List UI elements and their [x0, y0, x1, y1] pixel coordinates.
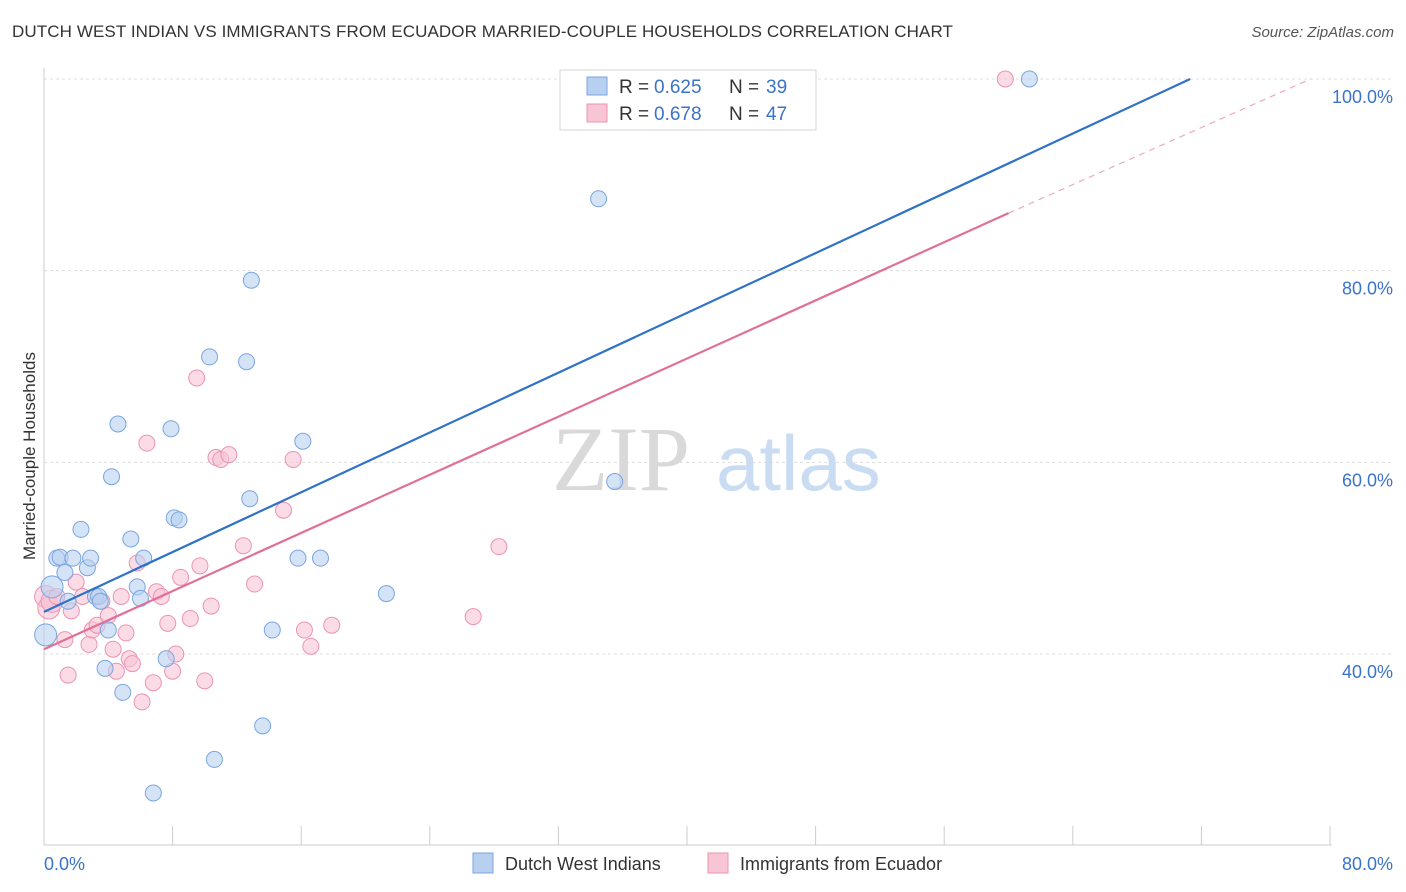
- bottom-legend-swatch-ecuador: [707, 852, 729, 874]
- grid-lines: [44, 78, 1392, 655]
- ecuador-point: [123, 655, 141, 673]
- dutch-point: [263, 621, 281, 639]
- ecuador-point: [196, 672, 214, 690]
- dutch-point: [238, 353, 256, 371]
- ecuador-point: [996, 70, 1014, 88]
- ecuador-point: [323, 616, 341, 634]
- y-tick-label: 100.0%: [1332, 87, 1393, 107]
- legend-n-value-dutch: 39: [766, 77, 787, 98]
- legend-swatch-dutch: [586, 76, 608, 96]
- legend-r-label-dutch: R =: [619, 77, 649, 98]
- dutch-point: [311, 549, 329, 567]
- dutch-point: [1020, 70, 1038, 88]
- ecuador-point: [295, 621, 313, 639]
- trend-lines: [43, 78, 1311, 651]
- bottom-legend-label-dutch: Dutch West Indians: [505, 854, 661, 874]
- dutch-point: [91, 592, 109, 610]
- ecuador-point: [302, 637, 320, 655]
- dutch-point: [201, 348, 219, 366]
- legend-r-value-ecuador: 0.678: [654, 104, 702, 125]
- series-ecuador-points: [34, 70, 1014, 711]
- ecuador-point: [67, 573, 85, 591]
- series-legend: Dutch West Indians Immigrants from Ecuad…: [472, 852, 942, 874]
- ecuador-point: [490, 538, 508, 556]
- ecuador-point: [159, 614, 177, 632]
- dutch-point: [103, 468, 121, 486]
- dutch-point: [162, 420, 180, 438]
- ecuador-point: [117, 624, 135, 642]
- dutch-point: [82, 549, 100, 567]
- dutch-point: [34, 623, 58, 647]
- watermark-zip: ZIP: [552, 408, 690, 510]
- x-tick-label-max: 80.0%: [1342, 854, 1393, 874]
- ecuador-point: [234, 537, 252, 555]
- ecuador-point: [144, 674, 162, 692]
- dutch-point: [590, 190, 608, 208]
- dutch-point: [377, 585, 395, 603]
- dutch-point: [254, 717, 272, 735]
- ecuador-point: [246, 575, 264, 593]
- series-dutch-points: [34, 70, 1038, 802]
- y-axis-title: Married-couple Households: [20, 352, 39, 560]
- ecuador-point: [112, 588, 130, 605]
- ecuador-point: [172, 568, 190, 586]
- ecuador-point: [104, 640, 122, 658]
- dutch-point: [205, 750, 223, 768]
- ecuador-point: [80, 635, 98, 653]
- dutch-point: [72, 520, 90, 538]
- x-axis-ticks: [172, 826, 1331, 845]
- source-credit: Source: ZipAtlas.com: [1251, 24, 1394, 41]
- legend-swatch-ecuador: [586, 103, 608, 123]
- legend-r-value-dutch: 0.625: [654, 77, 702, 98]
- dutch-point: [294, 432, 312, 450]
- dutch-point: [99, 621, 117, 639]
- y-tick-label: 40.0%: [1342, 662, 1393, 682]
- dutch-point: [109, 415, 127, 433]
- dutch-point: [40, 575, 64, 599]
- y-axis-labels: 40.0% 60.0% 80.0% 100.0%: [1332, 87, 1393, 682]
- legend-n-value-ecuador: 47: [766, 104, 787, 125]
- dutch-point: [114, 683, 132, 701]
- dutch-point: [157, 650, 175, 668]
- bottom-legend-label-ecuador: Immigrants from Ecuador: [740, 854, 942, 874]
- chart-title: DUTCH WEST INDIAN VS IMMIGRANTS FROM ECU…: [12, 22, 954, 41]
- ecuador-point: [220, 446, 238, 464]
- stats-legend: R = 0.625 N = 39 R = 0.678 N = 47: [559, 69, 817, 131]
- trend-line-dutch: [43, 78, 1191, 613]
- y-tick-label: 60.0%: [1342, 470, 1393, 490]
- y-tick-label: 80.0%: [1342, 279, 1393, 299]
- dutch-point: [289, 549, 307, 567]
- dutch-point: [242, 271, 260, 289]
- x-tick-label-min: 0.0%: [44, 854, 85, 874]
- dutch-point: [96, 659, 114, 677]
- dutch-point: [241, 490, 259, 508]
- dutch-point: [144, 784, 162, 802]
- ecuador-point: [191, 557, 209, 575]
- legend-r-label-ecuador: R =: [619, 104, 649, 125]
- trend-line-ecuador: [43, 212, 1009, 651]
- ecuador-point: [464, 608, 482, 626]
- ecuador-point: [59, 666, 77, 684]
- dutch-point: [56, 564, 74, 582]
- ecuador-point: [188, 369, 206, 387]
- dutch-point: [122, 530, 140, 548]
- legend-n-label-dutch: N =: [729, 77, 759, 98]
- ecuador-point: [202, 597, 220, 615]
- dutch-point: [606, 473, 624, 490]
- ecuador-point: [138, 434, 156, 452]
- ecuador-point: [284, 450, 302, 468]
- trend-line-ecuador-extension: [1008, 78, 1311, 214]
- ecuador-point: [133, 693, 151, 711]
- legend-n-label-ecuador: N =: [729, 104, 759, 125]
- dutch-point: [64, 549, 82, 567]
- ecuador-point: [275, 501, 293, 519]
- dutch-point: [170, 511, 188, 529]
- bottom-legend-swatch-dutch: [472, 852, 494, 874]
- ecuador-point: [181, 610, 199, 628]
- watermark-atlas: atlas: [716, 419, 881, 507]
